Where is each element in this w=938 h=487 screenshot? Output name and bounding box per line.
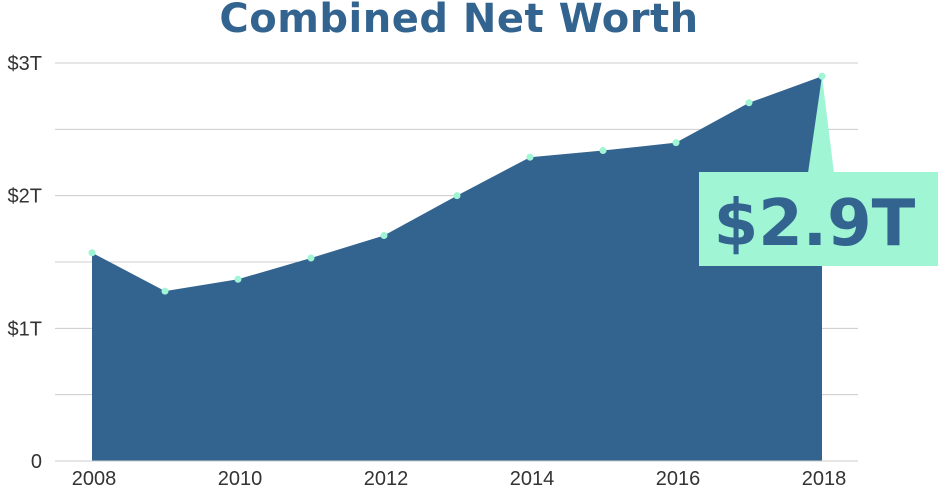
data-point bbox=[526, 153, 534, 161]
area-layer bbox=[55, 76, 858, 462]
data-point bbox=[745, 99, 753, 107]
x-tick-label: 2014 bbox=[510, 468, 555, 487]
area-series bbox=[92, 76, 822, 462]
data-point bbox=[88, 249, 96, 257]
data-point bbox=[599, 147, 607, 155]
x-tick-label: 2008 bbox=[72, 468, 117, 487]
callout-pointer bbox=[808, 76, 834, 173]
y-tick-label: $2T bbox=[8, 186, 42, 208]
x-tick-label: 2010 bbox=[218, 468, 263, 487]
data-point bbox=[453, 192, 461, 200]
value-callout: $2.9T bbox=[699, 76, 938, 266]
data-point bbox=[161, 287, 169, 295]
x-axis-ticks: 2008 2010 2012 2014 2016 2018 bbox=[72, 468, 847, 487]
y-axis-ticks: 0 $1T $2T $3T bbox=[8, 53, 42, 473]
x-tick-label: 2016 bbox=[656, 468, 701, 487]
callout-label: $2.9T bbox=[714, 187, 916, 261]
data-point bbox=[234, 275, 242, 283]
chart-title: Combined Net Worth bbox=[219, 0, 699, 42]
data-point bbox=[672, 139, 680, 147]
data-markers bbox=[88, 72, 826, 295]
data-point bbox=[307, 254, 315, 262]
x-tick-label: 2018 bbox=[802, 468, 847, 487]
y-tick-label: 0 bbox=[31, 451, 42, 473]
y-tick-label: $1T bbox=[8, 318, 42, 340]
data-point bbox=[380, 231, 388, 239]
x-tick-label: 2012 bbox=[364, 468, 409, 487]
y-tick-label: $3T bbox=[8, 53, 42, 75]
callout-box bbox=[699, 172, 938, 266]
